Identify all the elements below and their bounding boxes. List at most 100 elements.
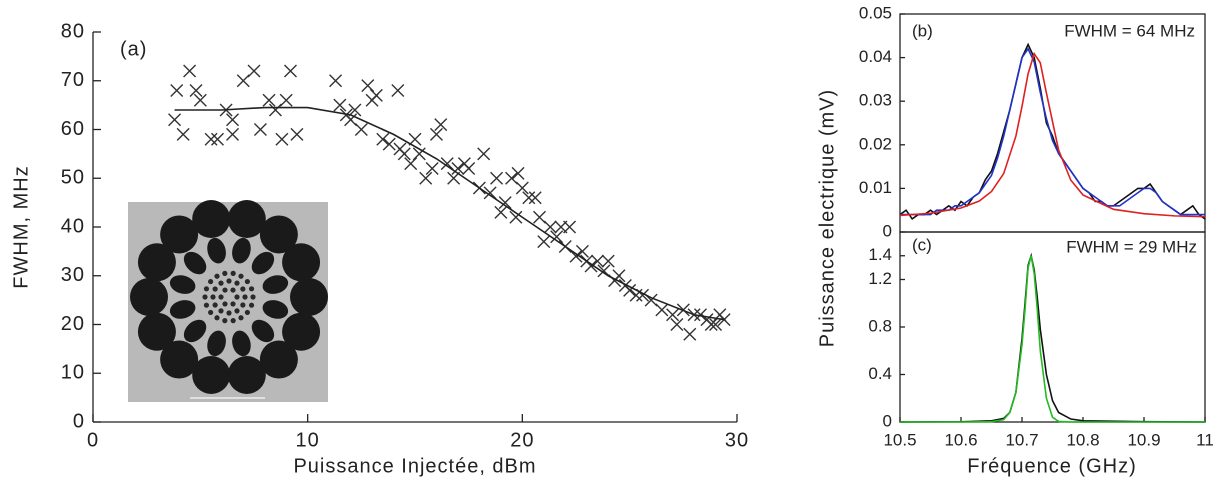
cross-marker (354, 123, 368, 136)
inset-hole (250, 294, 256, 300)
inset-hole (230, 301, 236, 307)
inset-hole (262, 300, 289, 319)
inset-hole (214, 315, 220, 321)
x-tick-label: 11 (1196, 430, 1214, 449)
inset-hole (207, 330, 226, 357)
cross-marker (543, 220, 557, 234)
cross-marker (601, 254, 615, 268)
inset-hole (203, 302, 210, 308)
cross-marker (522, 191, 536, 205)
y-tick-label: 40 (61, 215, 85, 237)
cross-marker (279, 93, 293, 107)
cross-marker (348, 103, 362, 117)
x-tick-label: 20 (510, 429, 534, 451)
x-tick-label: 10.8 (1066, 430, 1099, 449)
inset-hole (240, 302, 246, 308)
inset-hole (230, 270, 236, 276)
inset-hole (208, 278, 214, 285)
inset-hole (251, 251, 275, 275)
cross-marker (623, 283, 637, 297)
cross-marker (550, 230, 564, 244)
cross-marker (683, 327, 697, 341)
cross-marker (204, 132, 218, 146)
cross-marker (563, 220, 577, 234)
cross-marker (275, 132, 289, 146)
inset-hole (259, 340, 298, 379)
inset-hole (192, 200, 231, 239)
cross-marker (333, 98, 347, 112)
y-tick-label: 1.4 (868, 245, 892, 264)
cross-marker (569, 249, 583, 263)
inset-hole (238, 315, 244, 321)
cross-marker (498, 196, 512, 210)
cross-marker (451, 162, 465, 175)
inset-hole (282, 312, 321, 351)
y-tick-label: 0 (883, 411, 892, 430)
y-tick-label: 0.04 (859, 47, 892, 66)
inset-hole (226, 278, 232, 284)
x-tick-label: 10.6 (944, 430, 977, 449)
cross-marker (494, 205, 508, 219)
x-tick-label: 10.9 (1127, 430, 1160, 449)
cross-marker (462, 162, 476, 175)
inset-hole (248, 302, 255, 308)
y-tick-label: 60 (61, 118, 85, 140)
y-tick-label: 50 (61, 167, 85, 189)
annotation: FWHM = 29 MHz (1066, 237, 1197, 256)
x-tick-label: 30 (725, 429, 749, 451)
inset-hole (290, 278, 328, 316)
cross-marker (694, 308, 708, 322)
y-tick-label: 0 (883, 221, 892, 240)
inset-hole (244, 278, 250, 285)
inset-hole (192, 355, 231, 394)
inset-hole (214, 273, 220, 279)
plot-frame (899, 231, 1206, 423)
cross-marker (391, 84, 405, 97)
cross-marker (515, 181, 529, 195)
y-tick-label: 0 (73, 410, 85, 432)
annotation: (b) (912, 21, 933, 40)
cross-marker (429, 127, 443, 141)
inset-hole (160, 215, 199, 254)
cross-marker (247, 64, 261, 78)
cross-marker (361, 79, 375, 93)
data-line (900, 255, 1205, 423)
y-tick-label: 20 (61, 313, 85, 335)
cross-marker (189, 84, 203, 97)
cross-marker (283, 64, 297, 78)
cross-marker (344, 113, 358, 127)
cross-marker (268, 103, 282, 117)
inset-hole (282, 243, 321, 282)
y-tick-label: 70 (61, 69, 85, 91)
inset-hole (160, 340, 199, 379)
cross-marker (511, 166, 525, 180)
inset-hole (203, 286, 210, 292)
cross-marker (425, 162, 439, 175)
cross-marker (434, 118, 448, 132)
x-tick-label: 10.5 (883, 430, 916, 449)
cross-marker (329, 74, 343, 88)
inset-hole (218, 280, 224, 286)
cross-marker (170, 84, 184, 97)
cross-marker (490, 171, 504, 185)
inset-hole (183, 251, 207, 275)
inset-hole (248, 286, 255, 292)
cross-marker (369, 88, 383, 102)
cross-marker (397, 147, 411, 161)
inset-hole (244, 309, 250, 316)
inset-hole (232, 330, 251, 357)
inset-hole (208, 309, 214, 316)
inset-hole (222, 287, 228, 293)
inset-hole (207, 237, 226, 264)
y-tick-label: 10 (61, 362, 85, 384)
inset-hole (238, 273, 244, 279)
y-tick-label: 0.4 (868, 364, 892, 383)
cross-marker (537, 235, 551, 249)
y-tick-label: 0.05 (859, 3, 892, 22)
inset-hole (169, 300, 196, 319)
inset-hole (226, 310, 232, 316)
inset-hole (130, 278, 168, 316)
inset-hole (230, 318, 236, 324)
cross-marker (193, 93, 207, 107)
data-line (899, 42, 1206, 221)
